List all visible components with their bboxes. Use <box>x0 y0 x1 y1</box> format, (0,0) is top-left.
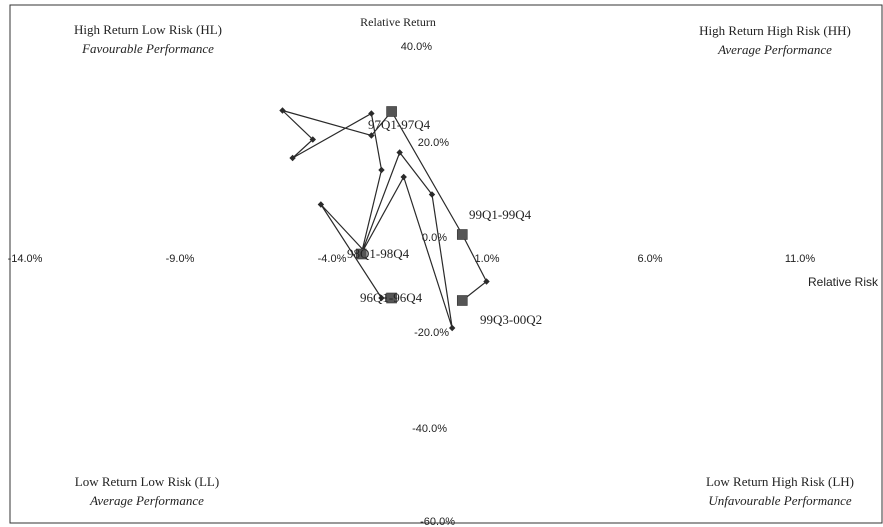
y-tick-labels: 40.0% 20.0% 0.0% -20.0% -40.0% -60.0% <box>401 41 455 527</box>
x-tick-label: -9.0% <box>166 253 195 265</box>
period-label: 98Q1-98Q4 <box>347 246 410 261</box>
quadrant-bottom-right-subtitle: Unfavourable Performance <box>708 493 852 508</box>
y-tick-label: 20.0% <box>418 137 449 149</box>
x-axis-title: Relative Risk <box>808 275 879 289</box>
chart-frame <box>9 4 883 524</box>
y-tick-label: -60.0% <box>420 516 455 527</box>
period-label: 99Q1-99Q4 <box>469 207 532 222</box>
period-label: 97Q1-97Q4 <box>368 117 431 132</box>
period-label: 99Q3-00Q2 <box>480 312 542 327</box>
data-point <box>368 132 375 139</box>
x-tick-label: -14.0% <box>8 253 43 265</box>
y-axis-title: Relative Return <box>360 15 436 29</box>
data-point <box>368 110 375 117</box>
data-point <box>428 191 436 198</box>
x-tick-label: 11.0% <box>785 253 816 265</box>
data-point <box>483 278 490 285</box>
period-marker <box>355 248 367 260</box>
data-point <box>289 154 296 162</box>
data-point <box>309 136 316 143</box>
quadrant-bottom-right-title: Low Return High Risk (LH) <box>706 474 854 489</box>
period-marker <box>456 229 468 240</box>
data-point <box>378 166 385 174</box>
y-tick-label: -20.0% <box>414 327 449 339</box>
x-tick-labels: -14.0% -9.0% -4.0% 1.0% 6.0% 11.0% <box>8 253 816 265</box>
x-tick-label: 6.0% <box>637 253 662 265</box>
period-labels: 96Q1-96Q4 98Q1-98Q4 97Q1-97Q4 99Q1-99Q4 99Q3… <box>347 106 542 327</box>
quadrant-bottom-left-title: Low Return Low Risk (LL) <box>75 474 219 489</box>
x-tick-label: -4.0% <box>318 253 347 265</box>
quadrant-top-right-title: High Return High Risk (HH) <box>699 23 851 38</box>
period-label: 96Q1-96Q4 <box>360 290 423 305</box>
period-marker <box>386 106 397 117</box>
quadrant-top-left-subtitle: Favourable Performance <box>81 41 214 56</box>
data-point <box>400 173 407 181</box>
data-point <box>448 324 456 332</box>
quadrant-top-right-subtitle: Average Performance <box>717 42 832 57</box>
x-tick-label: 1.0% <box>474 253 499 265</box>
data-point <box>279 107 286 114</box>
y-tick-label: 0.0% <box>422 232 447 244</box>
quadrant-bottom-left-subtitle: Average Performance <box>89 493 204 508</box>
data-point <box>317 201 325 208</box>
quadrant-top-left-title: High Return Low Risk (HL) <box>74 22 222 37</box>
quadrant-labels: High Return Low Risk (HL) Favourable Per… <box>74 22 854 508</box>
y-tick-label: -40.0% <box>412 423 447 435</box>
data-point <box>378 294 385 302</box>
period-marker <box>456 295 468 306</box>
data-point <box>396 149 403 156</box>
period-marker <box>386 292 397 304</box>
y-tick-label: 40.0% <box>401 41 432 53</box>
